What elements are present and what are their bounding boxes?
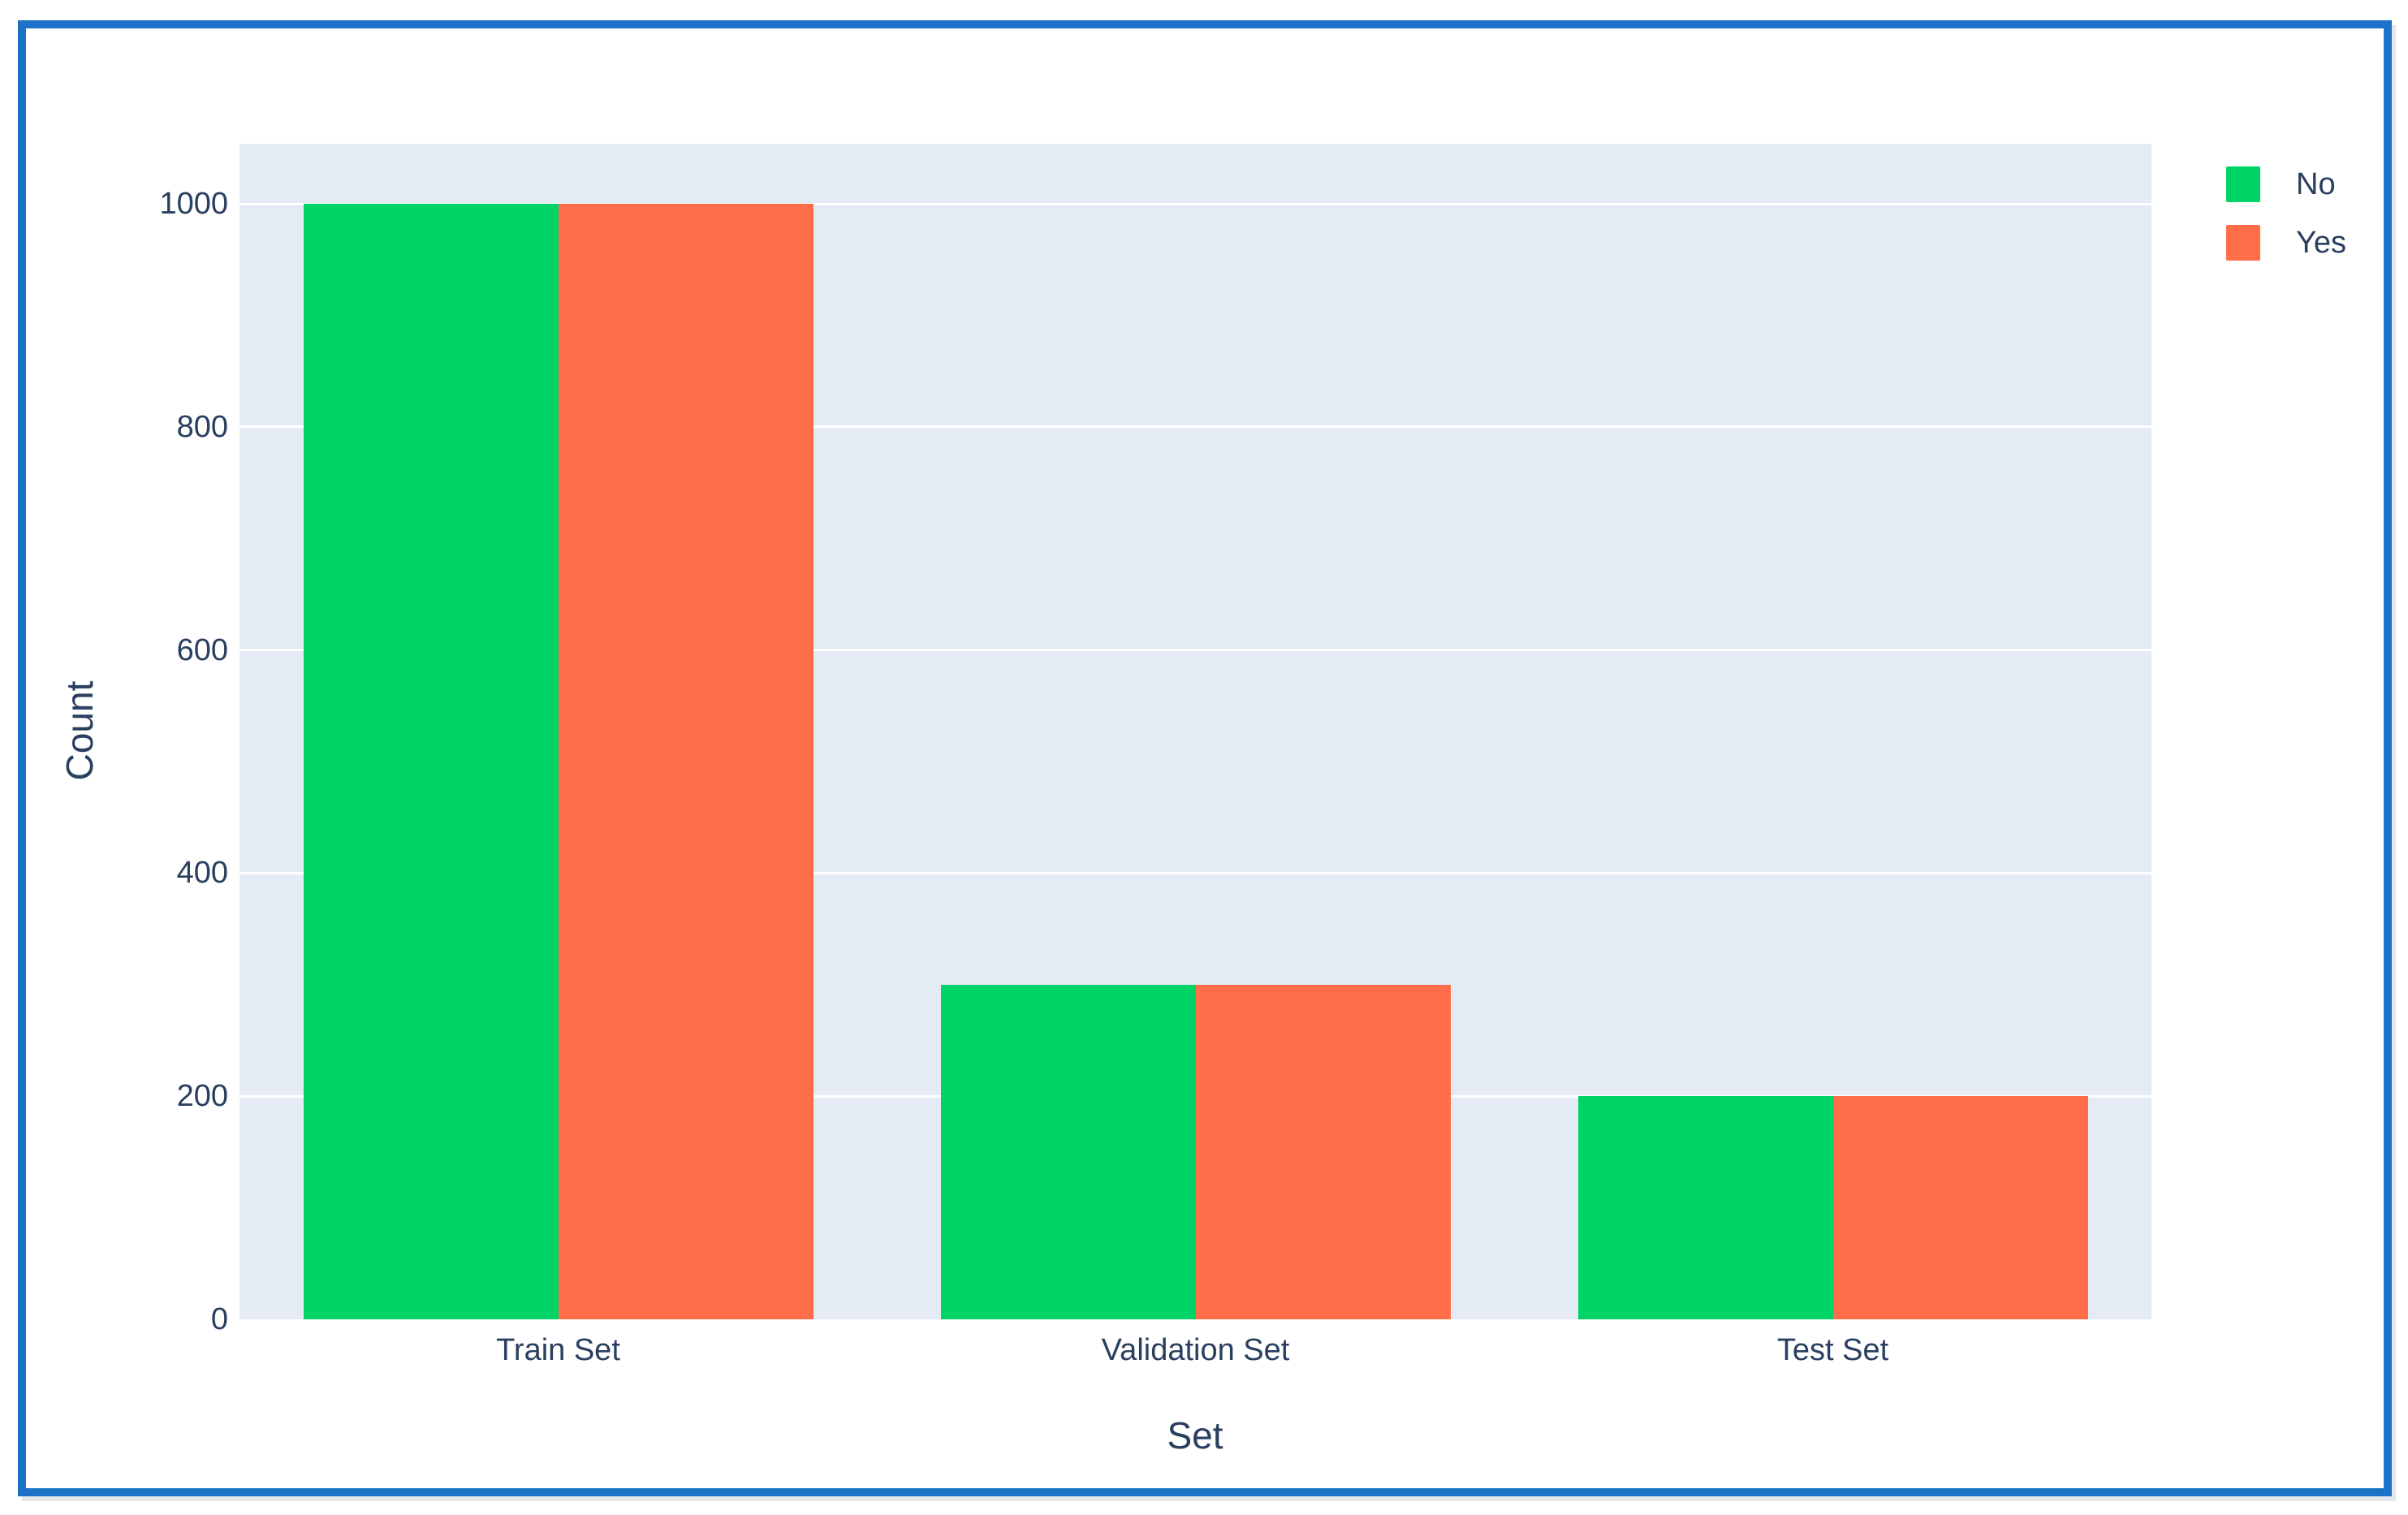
y-tick-label-800: 800 <box>176 409 228 444</box>
y-tick-label-1000: 1000 <box>159 187 228 222</box>
bar-test-set-no[interactable] <box>1577 1096 1833 1319</box>
x-axis-title: Set <box>1167 1414 1223 1457</box>
gridline-400 <box>240 871 2151 874</box>
bar-train-set-no[interactable] <box>303 204 559 1319</box>
y-tick-label-600: 600 <box>176 632 228 667</box>
y-tick-label-200: 200 <box>176 1079 228 1114</box>
gridline-800 <box>240 425 2151 429</box>
x-tick-label-validation-set: Validation Set <box>1101 1333 1290 1367</box>
y-tick-label-0: 0 <box>210 1302 228 1336</box>
gridline-600 <box>240 649 2151 652</box>
chart-frame: 0 200 400 600 800 1000 Train Set Validation Se… <box>18 20 2392 1496</box>
legend-swatch-no-icon <box>2226 166 2260 202</box>
legend: No Yes <box>2226 166 2346 261</box>
bar-validation-set-yes[interactable] <box>1195 984 1451 1319</box>
legend-swatch-yes-icon <box>2226 225 2260 261</box>
x-tick-label-test-set: Test Set <box>1776 1333 1889 1367</box>
legend-item-no[interactable]: No <box>2226 166 2346 202</box>
y-axis-title: Count <box>58 680 101 781</box>
legend-item-yes[interactable]: Yes <box>2226 225 2346 261</box>
legend-label-yes: Yes <box>2296 225 2346 260</box>
bar-test-set-yes[interactable] <box>1832 1096 2088 1319</box>
gridline-1000 <box>240 202 2151 205</box>
bar-validation-set-no[interactable] <box>940 984 1196 1319</box>
x-tick-label-train-set: Train Set <box>496 1333 620 1367</box>
plot-area[interactable] <box>240 144 2151 1319</box>
y-tick-label-400: 400 <box>176 856 228 891</box>
bar-train-set-yes[interactable] <box>558 204 813 1319</box>
legend-label-no: No <box>2296 166 2336 201</box>
